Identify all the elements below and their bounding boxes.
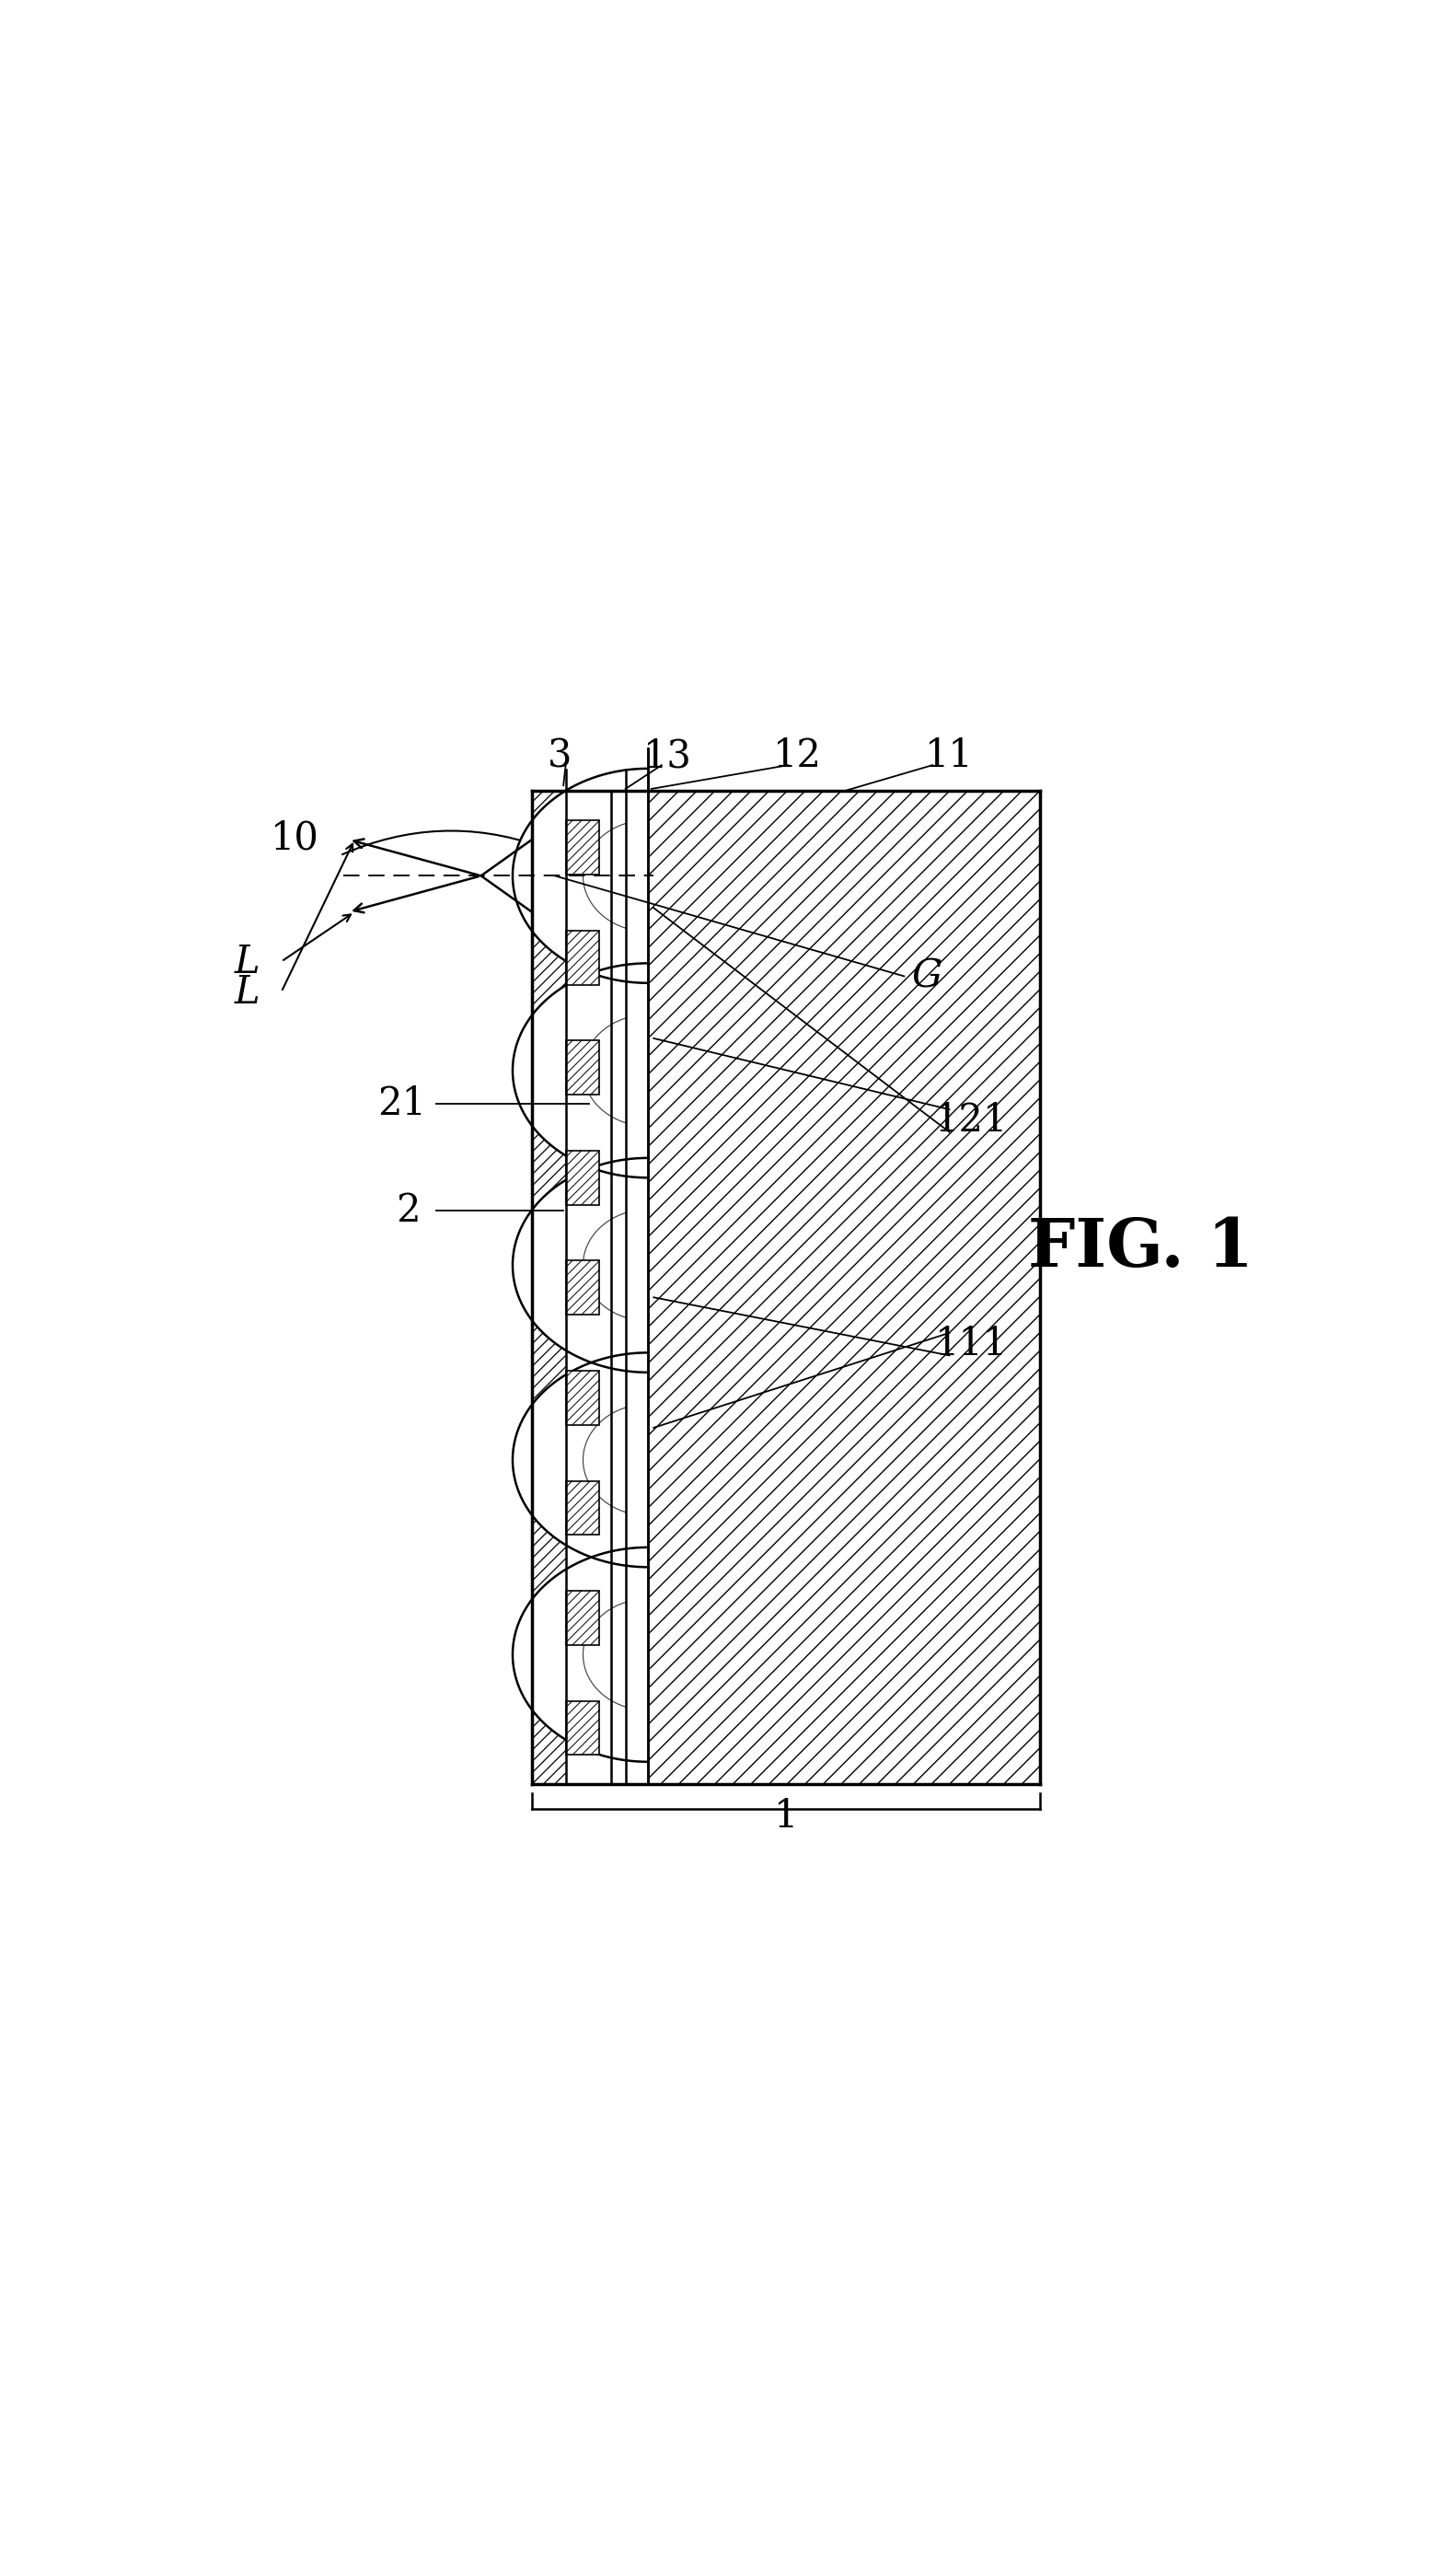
Bar	[565, 1372, 600, 1425]
Bar	[565, 1040, 600, 1094]
Bar	[626, 790, 648, 1785]
Polygon shape	[513, 964, 648, 1178]
Text: 1: 1	[773, 1798, 798, 1836]
Bar	[565, 1591, 600, 1645]
Text: 2: 2	[396, 1191, 419, 1229]
Text: 12: 12	[773, 737, 821, 775]
Bar	[612, 790, 626, 1785]
Bar	[565, 1482, 600, 1535]
Bar	[565, 931, 600, 984]
Polygon shape	[513, 1158, 648, 1372]
Text: L: L	[234, 972, 261, 1012]
Text: L: L	[234, 944, 261, 982]
Text: 121: 121	[935, 1102, 1009, 1140]
Polygon shape	[513, 1352, 648, 1568]
Text: 111: 111	[935, 1326, 1009, 1364]
Text: 21: 21	[377, 1084, 427, 1122]
Text: 3: 3	[547, 737, 572, 775]
Polygon shape	[513, 1548, 648, 1762]
Bar	[565, 1150, 600, 1204]
Text: 11: 11	[925, 737, 974, 775]
Text: FIG. 1: FIG. 1	[1028, 1216, 1254, 1280]
Text: G: G	[911, 956, 942, 994]
Polygon shape	[513, 768, 648, 982]
Bar	[565, 1701, 600, 1754]
Bar	[565, 821, 600, 875]
Text: 13: 13	[644, 737, 692, 775]
Bar	[531, 790, 1040, 1785]
Text: 10: 10	[271, 819, 319, 857]
Bar	[565, 1260, 600, 1316]
